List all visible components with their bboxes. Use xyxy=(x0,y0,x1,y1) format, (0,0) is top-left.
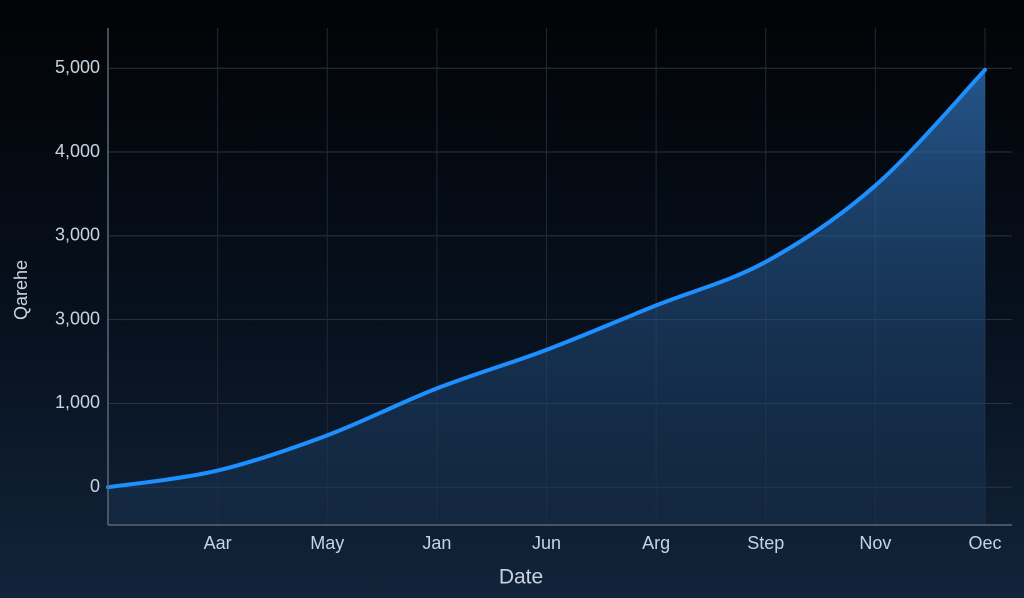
x-tick-label: May xyxy=(310,533,344,553)
x-tick-label: Arg xyxy=(642,533,670,553)
plot xyxy=(106,67,987,525)
y-tick-label: 3,000 xyxy=(55,225,100,245)
x-tick-label: Nov xyxy=(859,533,891,553)
x-tick-label: Jan xyxy=(422,533,451,553)
y-tick-label: 3,000 xyxy=(55,308,100,328)
line xyxy=(106,67,987,490)
x-tick-label: Oec xyxy=(968,533,1001,553)
x-tick-label: Aar xyxy=(204,533,232,553)
area xyxy=(108,69,985,525)
y-axis-label: Qarehe xyxy=(11,260,31,320)
y-tick-label: 0 xyxy=(90,476,100,496)
y-tick-label: 5,000 xyxy=(55,57,100,77)
y-tick-label: 4,000 xyxy=(55,141,100,161)
x-tick-label: Step xyxy=(747,533,784,553)
x-axis-label: Date xyxy=(499,566,543,589)
y-tick-label: 1,000 xyxy=(55,392,100,412)
x-tick-label: Jun xyxy=(532,533,561,553)
